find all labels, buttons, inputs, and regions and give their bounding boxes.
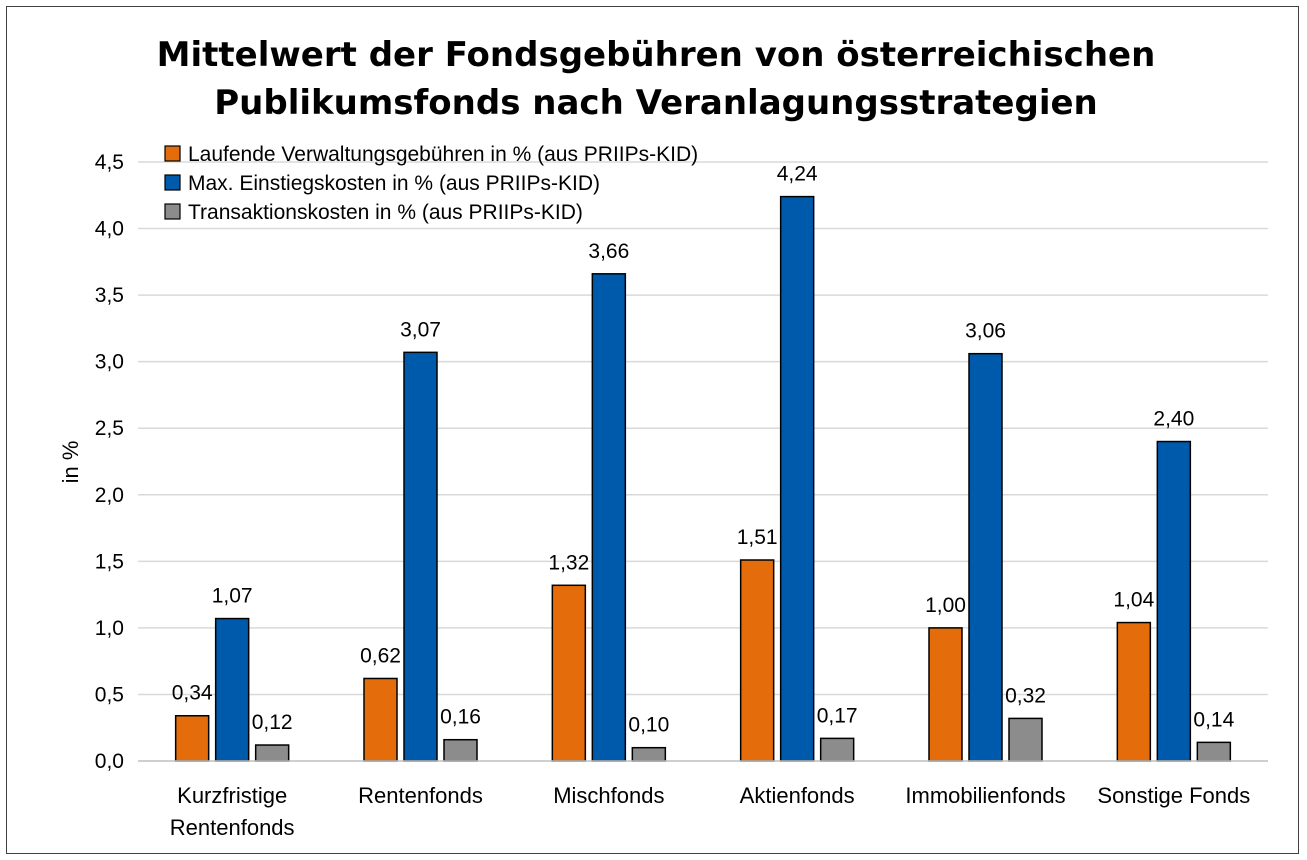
- bar: [779, 195, 815, 762]
- y-axis-label: in %: [58, 441, 83, 484]
- data-label: 0,14: [1193, 708, 1234, 731]
- y-axis-ticks: 0,0 0,5 1,0 1,5 2,0 2,5 3,0 3,5 4,0 4,5: [95, 151, 124, 773]
- chart-title-line-1: Mittelwert der Fondsgebühren von österre…: [157, 35, 1156, 75]
- x-category-label: Immobilienfonds: [905, 783, 1065, 808]
- data-labels: 0,34 1,07 0,12 0,62 3,07 0,16 1,32 3,66 0,10 1,51…: [172, 163, 1235, 737]
- data-label: 1,32: [548, 551, 589, 574]
- data-label: 0,16: [440, 706, 481, 729]
- y-tick-label: 0,5: [95, 683, 124, 706]
- bar: [403, 351, 438, 762]
- x-category-label: Aktienfonds: [740, 783, 855, 808]
- data-label: 1,51: [737, 526, 778, 549]
- y-tick-label: 2,0: [95, 484, 124, 507]
- x-axis-categories: Kurzfristige Rentenfonds Rentenfonds Mischf…: [170, 783, 1250, 840]
- bar: [968, 352, 1003, 762]
- bar: [214, 617, 250, 762]
- bar: [1156, 440, 1192, 762]
- legend-swatch: [164, 145, 181, 162]
- y-tick-label: 4,5: [95, 151, 124, 174]
- data-label: 0,12: [252, 711, 293, 734]
- data-label: 1,00: [925, 594, 966, 617]
- bar: [928, 627, 963, 762]
- x-category-label: Rentenfonds: [170, 815, 295, 840]
- bar: [631, 746, 667, 762]
- bar: [819, 737, 855, 762]
- y-tick-label: 4,0: [95, 218, 124, 241]
- bar: [363, 677, 398, 762]
- legend-swatch: [164, 203, 181, 220]
- bar: [1196, 741, 1232, 762]
- y-tick-label: 3,0: [95, 351, 124, 374]
- data-label: 0,17: [817, 704, 858, 727]
- legend-label: Laufende Verwaltungsgebühren in % (aus P…: [188, 143, 698, 166]
- data-label: 3,06: [965, 320, 1006, 343]
- data-label: 0,10: [628, 714, 669, 737]
- data-label: 0,34: [172, 682, 213, 705]
- x-category-label: Kurzfristige: [177, 783, 287, 808]
- chart-title: Mittelwert der Fondsgebühren von österre…: [157, 35, 1156, 123]
- data-label: 1,04: [1113, 589, 1154, 612]
- data-label: 4,24: [777, 163, 818, 186]
- y-tick-label: 0,0: [95, 750, 124, 773]
- x-category-label: Rentenfonds: [358, 783, 483, 808]
- bar: [739, 559, 775, 762]
- gridlines: [138, 161, 1268, 696]
- data-label: 0,32: [1005, 684, 1046, 707]
- x-category-label: Mischfonds: [553, 783, 664, 808]
- chart-title-line-2: Publikumsfonds nach Veranlagungsstrategi…: [214, 83, 1098, 123]
- legend-swatch: [164, 174, 181, 191]
- y-tick-label: 1,0: [95, 617, 124, 640]
- bar: [254, 744, 290, 762]
- bar: [551, 584, 587, 762]
- data-label: 3,66: [588, 240, 629, 263]
- data-label: 2,40: [1153, 408, 1194, 431]
- y-tick-label: 2,5: [95, 417, 124, 440]
- data-label: 3,07: [400, 318, 441, 341]
- bar: [174, 714, 210, 762]
- y-tick-label: 1,5: [95, 550, 124, 573]
- y-tick-label: 3,5: [95, 284, 124, 307]
- bar: [1008, 717, 1043, 762]
- legend-label: Transaktionskosten in % (aus PRIIPs-KID): [188, 201, 583, 224]
- bar: [443, 738, 478, 762]
- x-category-label: Sonstige Fonds: [1097, 783, 1250, 808]
- bar: [1116, 621, 1152, 762]
- legend: Laufende Verwaltungsgebühren in % (aus P…: [164, 143, 698, 224]
- bar: [591, 273, 627, 762]
- legend-label: Max. Einstiegskosten in % (aus PRIIPs-KI…: [188, 172, 600, 195]
- bars: [174, 195, 1232, 762]
- data-label: 0,62: [360, 644, 401, 667]
- data-label: 1,07: [212, 585, 253, 608]
